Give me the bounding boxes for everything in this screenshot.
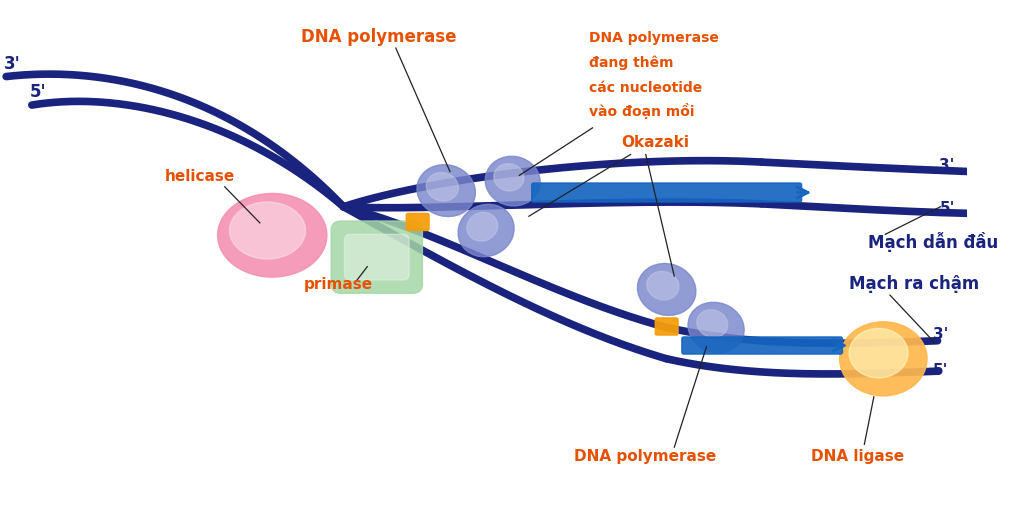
Text: 5': 5' (29, 84, 47, 101)
Ellipse shape (458, 204, 514, 257)
FancyBboxPatch shape (655, 318, 678, 335)
FancyBboxPatch shape (682, 337, 842, 354)
FancyBboxPatch shape (406, 213, 429, 230)
Text: DNA polymerase: DNA polymerase (588, 31, 718, 45)
Text: các nucleotide: các nucleotide (588, 81, 702, 95)
Text: 5': 5' (933, 363, 948, 378)
Ellipse shape (849, 329, 908, 378)
Ellipse shape (697, 310, 727, 337)
Text: primase: primase (304, 278, 373, 292)
Ellipse shape (486, 156, 541, 206)
Text: Mạch dẫn đầu: Mạch dẫn đầu (868, 231, 999, 252)
Ellipse shape (688, 302, 744, 352)
Text: vào đoạn mồi: vào đoạn mồi (588, 103, 694, 119)
Ellipse shape (839, 322, 927, 396)
Ellipse shape (217, 194, 327, 277)
FancyBboxPatch shape (531, 183, 802, 202)
FancyBboxPatch shape (344, 234, 409, 280)
Text: 5': 5' (940, 201, 955, 216)
Text: Mạch ra chậm: Mạch ra chậm (849, 276, 979, 293)
Ellipse shape (467, 212, 498, 241)
Text: đang thêm: đang thêm (588, 56, 674, 70)
Text: DNA polymerase: DNA polymerase (301, 29, 456, 46)
Ellipse shape (417, 165, 475, 216)
Ellipse shape (637, 264, 696, 316)
Text: 3': 3' (933, 327, 948, 342)
Ellipse shape (230, 202, 306, 259)
Text: Okazaki: Okazaki (621, 135, 689, 150)
Text: helicase: helicase (165, 169, 235, 184)
Text: DNA polymerase: DNA polymerase (573, 448, 715, 463)
FancyBboxPatch shape (331, 221, 423, 293)
Text: 3': 3' (940, 158, 955, 173)
Ellipse shape (494, 163, 524, 191)
Ellipse shape (647, 271, 679, 300)
Text: 3': 3' (4, 55, 21, 73)
Ellipse shape (427, 172, 458, 201)
Text: DNA ligase: DNA ligase (811, 448, 904, 463)
